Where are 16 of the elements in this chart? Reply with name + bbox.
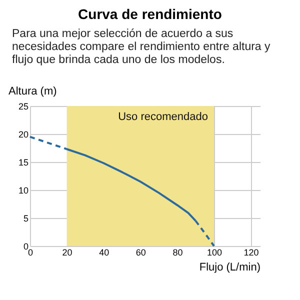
band-label: Uso recomendado xyxy=(118,111,208,123)
y-tick-label: 20 xyxy=(18,130,28,140)
x-axis-title: Flujo (L/min) xyxy=(199,262,260,274)
y-tick-label: 25 xyxy=(18,102,28,112)
y-tick-label: 10 xyxy=(18,186,28,196)
x-tick-label: 120 xyxy=(244,248,259,258)
x-tick-label: 20 xyxy=(62,248,72,258)
y-axis-title: Altura (m) xyxy=(8,86,57,98)
x-tick-label: 60 xyxy=(136,248,146,258)
y-tick-label: 5 xyxy=(23,214,28,224)
chart-subtitle: Para una mejor selección de acuerdo a sus necesidades compare el rendimiento entre altura y flujo que brinda cada uno de los modelos. xyxy=(12,28,272,67)
chart-title: Curva de rendimiento xyxy=(77,6,223,22)
y-tick-label: 15 xyxy=(18,158,28,168)
x-tick-label: 80 xyxy=(172,248,183,258)
x-tick-label: 40 xyxy=(99,248,110,258)
x-tick-label: 100 xyxy=(206,248,222,258)
